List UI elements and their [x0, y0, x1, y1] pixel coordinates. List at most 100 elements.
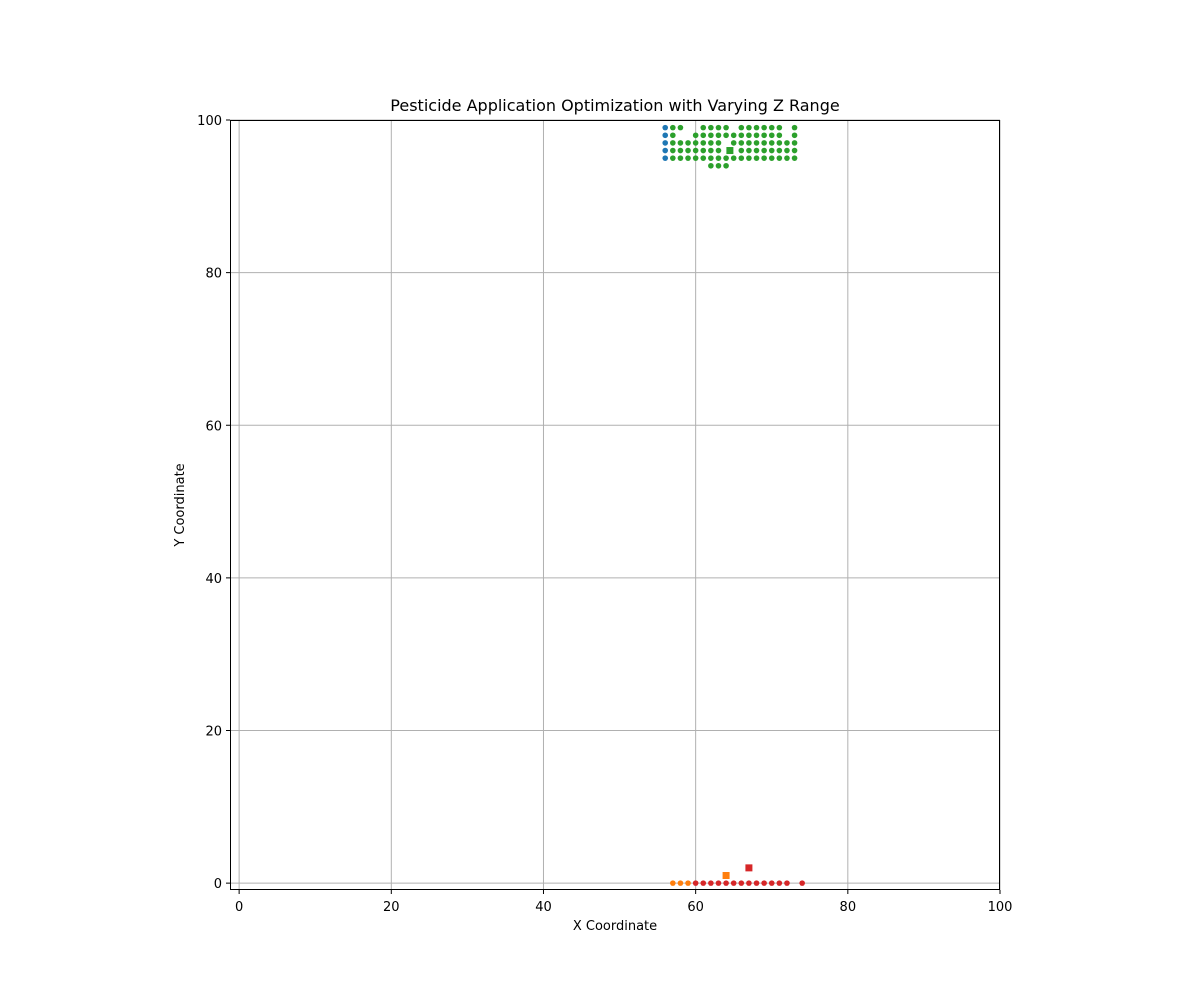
- data-point: [738, 880, 745, 886]
- data-point: [768, 880, 775, 886]
- data-point: [768, 132, 775, 139]
- data-point: [723, 155, 729, 161]
- data-points: [662, 124, 805, 886]
- data-point: [784, 147, 790, 154]
- x-tick-label: 60: [687, 900, 704, 915]
- data-point: [662, 140, 669, 146]
- x-tick-label: 100: [988, 900, 1013, 915]
- data-point: [715, 147, 722, 154]
- data-point: [746, 147, 752, 154]
- data-point: [746, 155, 752, 161]
- data-point: [662, 147, 669, 154]
- data-point: [715, 880, 722, 886]
- data-point: [708, 162, 714, 169]
- data-point: [723, 124, 729, 131]
- data-point: [723, 880, 729, 886]
- data-point: [784, 880, 790, 886]
- y-tick-label: 20: [205, 725, 222, 740]
- data-point: [776, 155, 783, 161]
- data-point: [708, 880, 714, 886]
- data-point: [677, 147, 684, 154]
- data-point: [723, 132, 729, 139]
- y-tick-label: 80: [205, 267, 222, 282]
- data-point: [700, 140, 707, 146]
- data-point: [700, 880, 707, 886]
- data-point: [768, 124, 775, 131]
- data-point: [791, 155, 798, 161]
- x-tick-label: 0: [235, 900, 243, 915]
- data-point: [768, 140, 775, 146]
- data-point: [738, 132, 745, 139]
- data-point: [662, 124, 669, 131]
- data-point: [708, 124, 714, 131]
- data-point: [670, 124, 676, 131]
- data-point: [761, 880, 767, 886]
- data-point: [670, 147, 676, 154]
- data-point: [670, 880, 676, 886]
- data-point: [692, 147, 699, 154]
- data-point: [791, 147, 798, 154]
- center-marker: [726, 147, 734, 155]
- data-point: [784, 140, 790, 146]
- y-axis-label: Y Coordinate: [173, 463, 188, 547]
- chart-title: Pesticide Application Optimization with …: [390, 96, 839, 115]
- x-tick-label: 40: [535, 900, 552, 915]
- data-point: [715, 124, 722, 131]
- data-point: [700, 147, 707, 154]
- y-tick-label: 40: [205, 572, 222, 587]
- data-point: [692, 132, 699, 139]
- data-point: [738, 140, 745, 146]
- plot-area-frame: [230, 120, 1000, 890]
- axis-ticks: 0 20 40 60 80 100 0 20 40 60 80 100: [197, 114, 1012, 915]
- x-tick-label: 80: [840, 900, 857, 915]
- data-point: [799, 880, 805, 886]
- data-point: [784, 155, 790, 161]
- grid: [230, 119, 1001, 890]
- data-point: [677, 155, 684, 161]
- data-point: [761, 124, 767, 131]
- data-point: [700, 155, 707, 161]
- data-point: [746, 124, 752, 131]
- data-point: [746, 132, 752, 139]
- data-point: [723, 162, 729, 169]
- center-marker: [722, 872, 730, 880]
- data-point: [791, 124, 798, 131]
- data-point: [662, 155, 669, 161]
- data-point: [700, 132, 707, 139]
- data-point: [708, 132, 714, 139]
- y-tick-label: 0: [214, 877, 222, 892]
- data-point: [730, 155, 737, 161]
- data-point: [715, 155, 722, 161]
- data-point: [761, 147, 767, 154]
- data-point: [715, 162, 722, 169]
- data-point: [670, 132, 676, 139]
- data-point: [776, 147, 783, 154]
- data-point: [662, 132, 669, 139]
- data-point: [761, 155, 767, 161]
- x-axis-label: X Coordinate: [573, 919, 657, 934]
- y-tick-label: 60: [205, 419, 222, 434]
- data-point: [776, 124, 783, 131]
- center-marker: [745, 864, 753, 872]
- data-point: [753, 132, 760, 139]
- data-point: [753, 140, 760, 146]
- data-point: [768, 147, 775, 154]
- data-point: [700, 124, 707, 131]
- data-point: [761, 140, 767, 146]
- y-tick-label: 100: [197, 114, 222, 129]
- data-point: [768, 155, 775, 161]
- data-point: [776, 132, 783, 139]
- data-point: [677, 140, 684, 146]
- data-point: [730, 880, 737, 886]
- data-point: [791, 132, 798, 139]
- data-point: [670, 140, 676, 146]
- data-point: [746, 880, 752, 886]
- data-point: [685, 147, 691, 154]
- data-point: [730, 140, 737, 146]
- data-point: [753, 147, 760, 154]
- data-point: [692, 140, 699, 146]
- data-point: [738, 124, 745, 131]
- data-point: [708, 155, 714, 161]
- data-point: [753, 880, 760, 886]
